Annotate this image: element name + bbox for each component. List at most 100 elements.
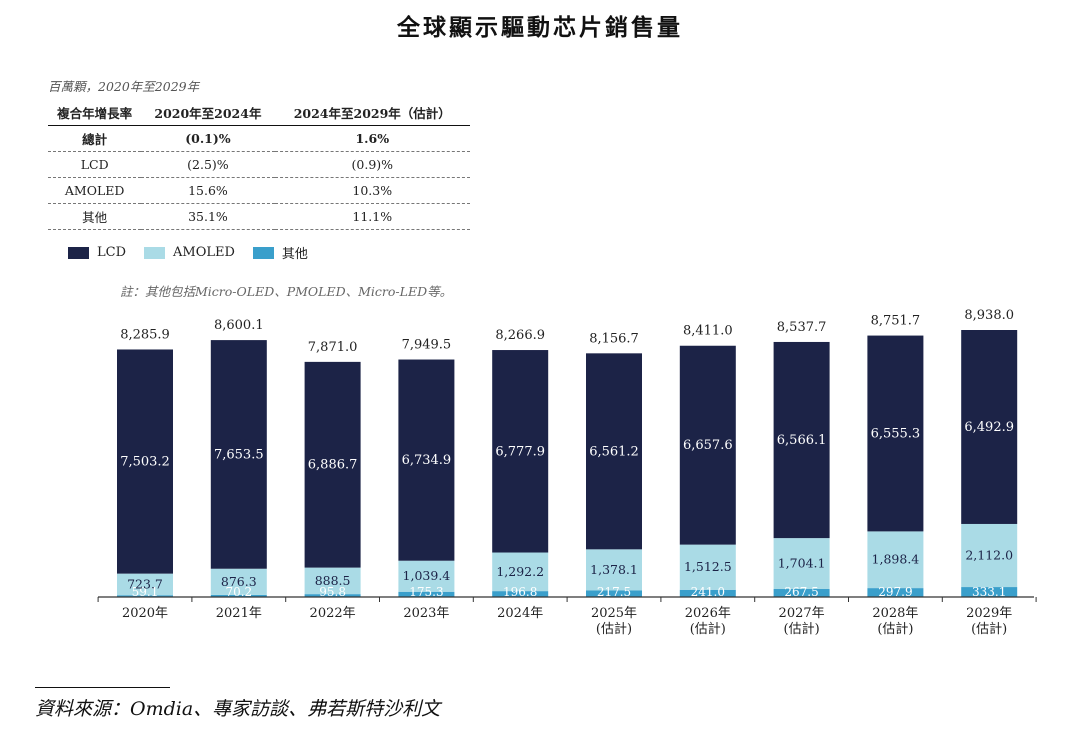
- bar-segment-amoled: [492, 552, 549, 592]
- data-label-total: 7,949.5: [402, 338, 452, 353]
- cagr-header: 複合年增長率: [48, 100, 142, 126]
- data-label-total: 7,871.0: [308, 340, 358, 355]
- data-label-amoled: 1,898.4: [872, 552, 920, 567]
- cagr-cell: (0.9)%: [274, 151, 470, 178]
- bar-segment-other: [304, 594, 361, 597]
- x-tick-label: 2020年: [122, 606, 168, 621]
- bar-segment-amoled: [679, 544, 736, 590]
- data-label-lcd: 7,503.2: [120, 455, 170, 470]
- cagr-cell: AMOLED: [48, 177, 142, 204]
- bar-segment-lcd: [210, 340, 267, 569]
- legend-label-other: 其他: [281, 247, 308, 262]
- bar-segment-lcd: [961, 330, 1018, 524]
- data-label-other: 196.8: [503, 585, 537, 599]
- data-label-other: 217.5: [597, 585, 631, 599]
- x-tick-label: (估計): [877, 621, 913, 637]
- data-label-lcd: 6,561.2: [589, 444, 639, 459]
- data-label-total: 8,600.1: [214, 318, 264, 333]
- cagr-cell: 11.1%: [274, 203, 470, 230]
- cagr-cell: 35.1%: [141, 203, 275, 230]
- data-label-lcd: 6,492.9: [964, 420, 1014, 435]
- cagr-row-total: 總計 (0.1)% 1.6%: [48, 125, 470, 152]
- bar-segment-other: [117, 595, 173, 597]
- data-label-total: 8,285.9: [120, 327, 170, 342]
- bar-segment-lcd: [304, 361, 361, 568]
- data-label-amoled: 2,112.0: [965, 548, 1013, 563]
- x-tick-label: 2029年: [966, 606, 1012, 621]
- bar-segment-amoled: [773, 538, 830, 590]
- cagr-cell: (2.5)%: [141, 151, 275, 178]
- data-label-amoled: 1,704.1: [778, 556, 826, 571]
- bar-segment-amoled: [210, 568, 267, 595]
- data-label-total: 8,266.9: [495, 328, 545, 343]
- bar-segment-other: [961, 587, 1018, 597]
- data-label-lcd: 6,566.1: [777, 433, 827, 448]
- x-tick-label: 2026年: [685, 606, 731, 621]
- legend-item-lcd: LCD: [68, 245, 126, 260]
- unit-note: 百萬顆，2020年至2029年: [48, 79, 200, 94]
- bar-segment-amoled: [398, 560, 455, 592]
- x-tick-label: 2021年: [216, 606, 262, 621]
- cagr-cell: 其他: [48, 203, 142, 230]
- x-tick-label: (估計): [596, 621, 632, 637]
- data-label-lcd: 6,555.3: [871, 426, 921, 441]
- cagr-header: 2020年至2024年: [141, 100, 275, 126]
- bar-segment-other: [679, 589, 736, 597]
- data-label-other: 59.1: [132, 585, 159, 599]
- x-tick-label: (估計): [784, 621, 820, 637]
- bar-segment-lcd: [679, 345, 736, 545]
- data-label-lcd: 6,657.6: [683, 438, 733, 453]
- data-label-total: 8,156.7: [589, 331, 639, 346]
- bar-segment-amoled: [586, 549, 642, 591]
- x-tick-label: 2024年: [497, 606, 543, 621]
- cagr-row-amoled: AMOLED 15.6% 10.3%: [48, 177, 470, 204]
- data-label-total: 8,411.0: [683, 324, 733, 339]
- x-tick-label: (估計): [971, 621, 1007, 637]
- data-label-lcd: 7,653.5: [214, 447, 264, 462]
- bar-segment-other: [398, 591, 455, 597]
- bar-segment-amoled: [117, 573, 173, 596]
- bar-segment-other: [492, 591, 549, 597]
- data-label-amoled: 723.7: [127, 576, 163, 591]
- bar-segment-other: [773, 589, 830, 597]
- x-tick-label: 2022年: [310, 606, 356, 621]
- bar-segment-lcd: [773, 341, 830, 539]
- legend-item-amoled: AMOLED: [144, 245, 235, 260]
- cagr-header: 2024年至2029年（估計）: [274, 100, 470, 126]
- data-label-total: 8,537.7: [777, 320, 827, 335]
- x-tick-label: 2027年: [779, 606, 825, 621]
- x-tick-label: 2025年: [591, 606, 637, 621]
- bar-segment-amoled: [961, 523, 1018, 588]
- legend-item-other: 其他: [252, 243, 308, 262]
- cagr-cell: 總計: [48, 125, 142, 152]
- cagr-header-row: 複合年增長率 2020年至2024年 2024年至2029年（估計）: [48, 100, 470, 126]
- cagr-row-lcd: LCD (2.5)% (0.9)%: [48, 151, 470, 178]
- legend-swatch-lcd: [68, 246, 89, 259]
- data-label-lcd: 6,886.7: [308, 458, 358, 473]
- data-label-amoled: 876.3: [221, 574, 257, 589]
- data-label-total: 8,751.7: [871, 314, 921, 329]
- cagr-cell: 10.3%: [274, 177, 470, 204]
- data-label-other: 70.2: [225, 585, 252, 599]
- chart-title: 全球顯示驅動芯片銷售量: [397, 15, 683, 41]
- source-text: 資料來源：Omdia、專家訪談、弗若斯特沙利文: [35, 698, 441, 720]
- data-label-other: 297.9: [878, 585, 912, 599]
- bar-segment-amoled: [867, 531, 924, 589]
- legend-label-amoled: AMOLED: [173, 245, 235, 260]
- legend-swatch-other: [252, 246, 274, 259]
- source-divider: [35, 687, 170, 688]
- bar-segment-lcd: [867, 335, 924, 532]
- data-label-amoled: 1,378.1: [590, 562, 638, 577]
- chart-note: 註：其他包括Micro-OLED、PMOLED、Micro-LED等。: [120, 284, 453, 299]
- cagr-row-other: 其他 35.1% 11.1%: [48, 203, 470, 230]
- bar-segment-lcd: [586, 353, 642, 550]
- cagr-cell: 15.6%: [141, 177, 275, 204]
- data-label-other: 333.1: [972, 585, 1006, 599]
- bar-segment-lcd: [117, 349, 173, 574]
- cagr-cell: (0.1)%: [141, 125, 275, 152]
- cagr-table: 複合年增長率 2020年至2024年 2024年至2029年（估計） 總計 (0…: [48, 100, 470, 230]
- bar-segment-other: [210, 594, 267, 597]
- x-tick-label: (估計): [690, 621, 726, 637]
- data-label-amoled: 1,512.5: [684, 559, 732, 574]
